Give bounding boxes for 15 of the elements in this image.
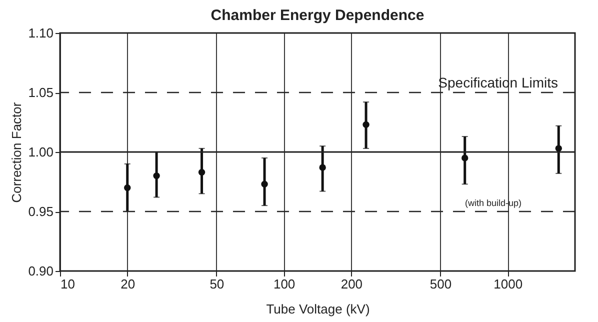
y-tick-label: 1.00: [28, 144, 54, 160]
x-tick-label: 50: [210, 276, 224, 292]
y-tick-label: 0.90: [28, 264, 54, 278]
x-tick-label: 10: [60, 276, 75, 292]
x-tick-label: 200: [340, 276, 363, 292]
x-tick-label: 100: [273, 276, 296, 292]
x-tick-label: 1000: [494, 276, 523, 292]
x-tick-label: 500: [430, 276, 452, 292]
x-axis-title: Tube Voltage (kV): [266, 302, 370, 316]
chart-title: Chamber Energy Dependence: [210, 7, 424, 24]
x-tick-label: 20: [120, 276, 136, 292]
y-tick-label: 0.95: [28, 204, 54, 219]
y-tick-label: 1.05: [28, 85, 54, 100]
y-tick-label: 1.10: [28, 26, 54, 40]
y-axis-title: Correction Factor: [9, 102, 24, 203]
